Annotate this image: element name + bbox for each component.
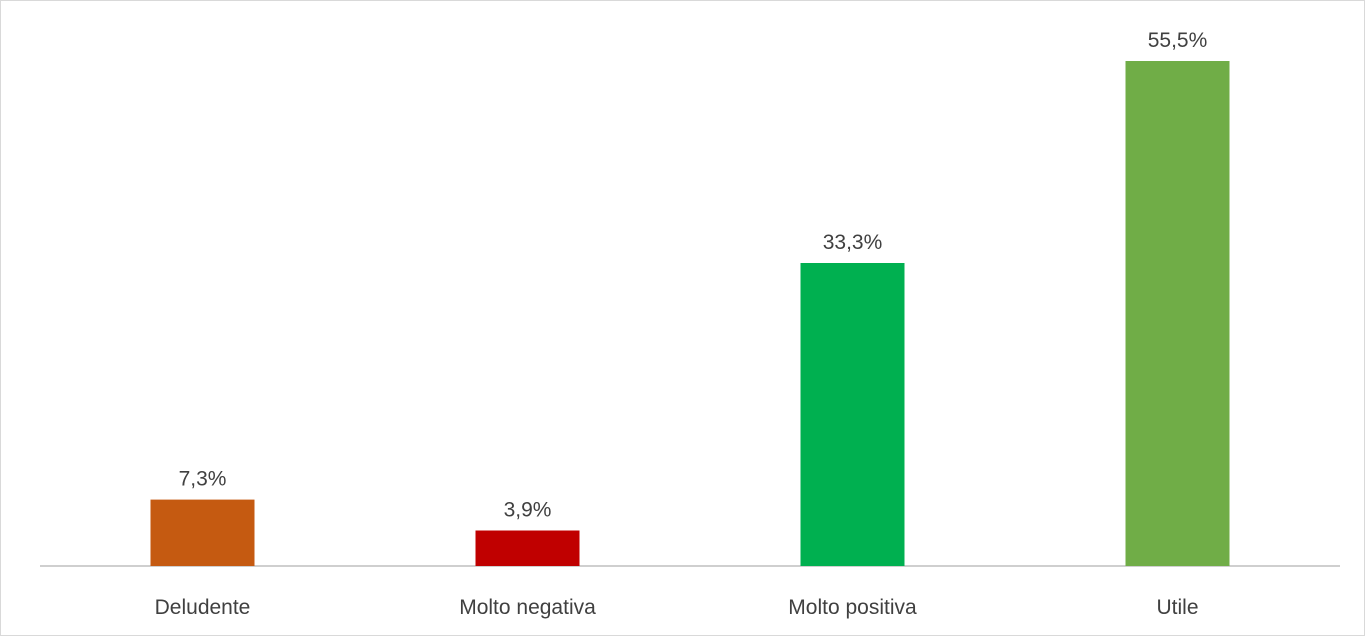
bar-molto-positiva	[800, 263, 905, 566]
category-label-molto-negativa: Molto negativa	[459, 596, 596, 619]
value-label-deludente: 7,3%	[179, 468, 227, 491]
bar-molto-negativa	[475, 530, 580, 566]
value-labels-group: 7,3% 3,9% 33,3% 55,5%	[179, 29, 1208, 522]
value-label-molto-negativa: 3,9%	[504, 499, 552, 522]
bar-utile	[1125, 61, 1230, 566]
category-label-deludente: Deludente	[155, 596, 251, 619]
value-label-molto-positiva: 33,3%	[823, 231, 883, 254]
category-label-utile: Utile	[1156, 596, 1198, 619]
bars-group	[150, 61, 1230, 566]
category-label-molto-positiva: Molto positiva	[788, 596, 917, 619]
bar-deludente	[150, 499, 255, 566]
value-label-utile: 55,5%	[1148, 29, 1208, 52]
category-labels-group: Deludente Molto negativa Molto positiva Uti…	[155, 596, 1199, 619]
